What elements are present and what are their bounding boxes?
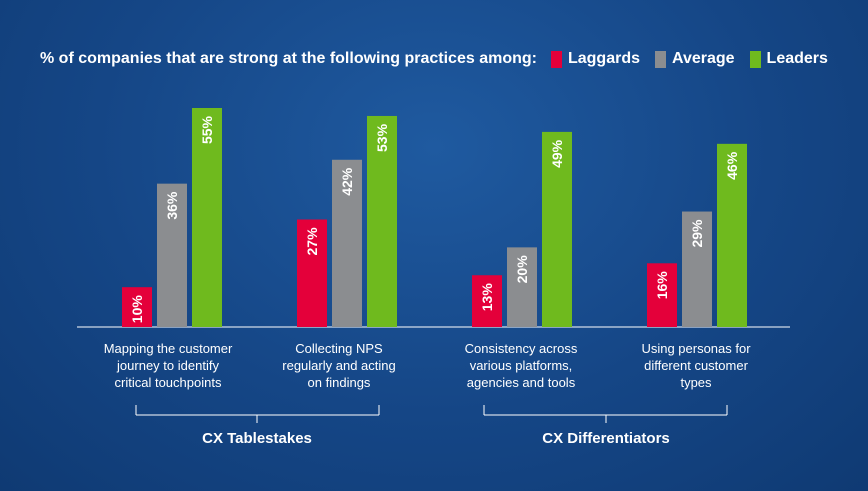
group-bracket-differentiators — [483, 405, 728, 423]
bar-leaders-2 — [367, 115, 397, 327]
bar-laggards-4 — [647, 263, 677, 327]
chart-title: % of companies that are strong at the fo… — [40, 50, 537, 67]
category-label-2: Collecting NPS regularly and acting on f… — [254, 340, 424, 391]
legend: % of companies that are strong at the fo… — [40, 48, 843, 70]
category-4-line-1: Using personas for — [641, 341, 751, 356]
legend-label-average: Average — [671, 50, 735, 67]
bar-value-average-3: 20% — [514, 255, 530, 284]
bar-leaders-1 — [192, 108, 222, 327]
category-2-line-1: Collecting NPS — [295, 341, 383, 356]
bar-average-3 — [507, 247, 537, 327]
laggards-swatch — [550, 50, 562, 68]
category-1-line-3: critical touchpoints — [114, 375, 222, 390]
category-2-line-2: regularly and acting — [282, 358, 396, 373]
category-1-line-2: journey to identify — [117, 358, 219, 373]
average-swatch — [654, 50, 666, 68]
bar-value-average-1: 36% — [164, 191, 180, 220]
category-label-3: Consistency across various platforms, ag… — [436, 340, 606, 391]
bar-value-leaders-3: 49% — [549, 139, 565, 168]
category-2-line-3: on findings — [307, 375, 371, 390]
legend-item-leaders: Leaders — [749, 50, 828, 68]
legend-item-laggards: Laggards — [550, 50, 640, 68]
bar-leaders-4 — [717, 143, 747, 327]
category-3-line-3: agencies and tools — [466, 375, 576, 390]
bar-laggards-3 — [472, 275, 502, 327]
category-3-line-1: Consistency across — [464, 341, 578, 356]
bar-average-4 — [682, 211, 712, 327]
legend-item-average: Average — [654, 50, 735, 68]
bar-value-average-2: 42% — [339, 167, 355, 196]
leaders-swatch — [749, 50, 761, 68]
bar-value-average-4: 29% — [689, 219, 705, 248]
bar-value-leaders-2: 53% — [374, 123, 390, 152]
category-4-line-2: different customer — [644, 358, 748, 373]
group-bracket-tablestakes — [135, 405, 380, 423]
bar-value-laggards-3: 13% — [479, 283, 495, 312]
category-4-line-3: types — [680, 375, 712, 390]
bar-laggards-1 — [122, 287, 152, 327]
bar-value-laggards-2: 27% — [304, 227, 320, 256]
bar-leaders-3 — [542, 131, 572, 327]
category-3-line-2: various platforms, — [469, 358, 573, 373]
bar-average-2 — [332, 159, 362, 327]
legend-label-leaders: Leaders — [766, 50, 828, 67]
bar-value-leaders-1: 55% — [199, 115, 215, 144]
group-label-tablestakes: CX Tablestakes — [202, 430, 312, 447]
bar-average-1 — [157, 183, 187, 327]
category-1-line-1: Mapping the customer — [103, 341, 233, 356]
bar-value-laggards-4: 16% — [654, 271, 670, 300]
bars-layer: 10% 27% 13% 16% 36% 42% 20% 29% 55% 53% 49% 46% — [122, 108, 747, 327]
category-label-4: Using personas for different customer ty… — [611, 340, 781, 391]
category-label-1: Mapping the customer journey to identify… — [83, 340, 253, 391]
bar-value-leaders-4: 46% — [724, 151, 740, 180]
group-label-differentiators: CX Differentiators — [542, 430, 670, 447]
bar-value-laggards-1: 10% — [129, 295, 145, 324]
bar-laggards-2 — [297, 219, 327, 327]
legend-label-laggards: Laggards — [567, 50, 640, 67]
